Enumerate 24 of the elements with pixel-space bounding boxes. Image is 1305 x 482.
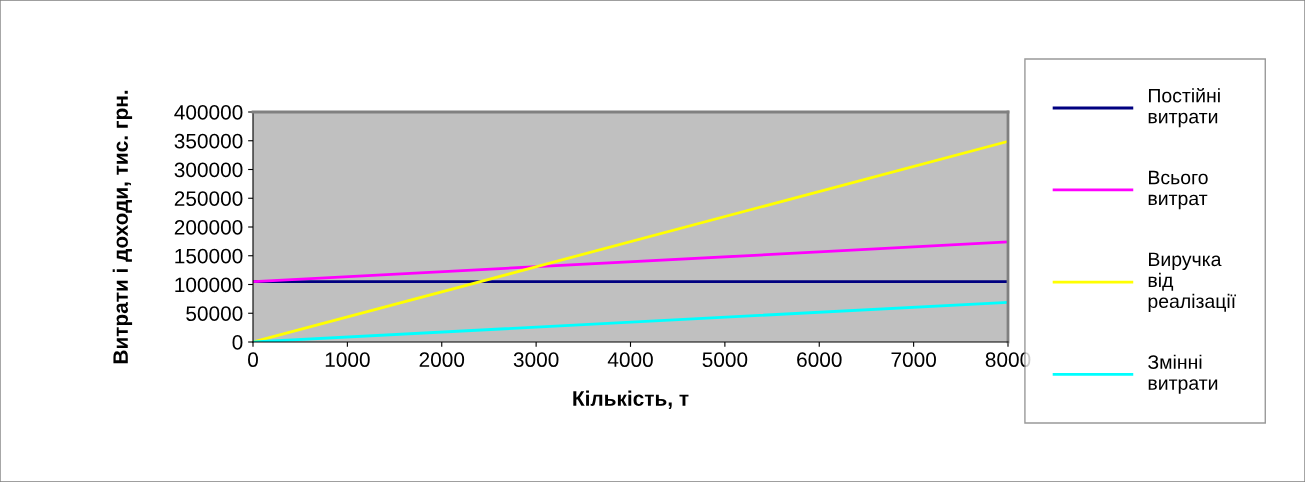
- y-tick-label: 0: [232, 335, 243, 350]
- y-axis-title: Витрати і доходи, тис. грн.: [112, 90, 133, 364]
- y-tick-label: 50000: [186, 306, 243, 321]
- x-tick-label: 5000: [702, 352, 748, 368]
- x-tick-label: 8000: [985, 352, 1031, 368]
- x-tick-label: 1000: [325, 352, 370, 368]
- legend-label: Змінні витрати: [1148, 354, 1218, 394]
- y-tick-label: 350000: [174, 133, 243, 149]
- y-tick-label: 200000: [174, 220, 243, 235]
- y-tick-label: 400000: [174, 105, 243, 120]
- x-tick-label: 0: [248, 352, 258, 368]
- x-tick-label: 2000: [419, 352, 465, 368]
- x-tick-label: 4000: [607, 352, 653, 368]
- y-tick-label: 300000: [174, 162, 243, 178]
- legend-label: Виручка від реалізації: [1148, 252, 1236, 312]
- y-tick-label: 250000: [174, 191, 243, 206]
- x-tick-label: 3000: [513, 352, 559, 368]
- y-tick-label: 150000: [175, 248, 243, 264]
- legend-label: Всього витрат: [1148, 170, 1208, 210]
- y-tick-label: 100000: [175, 277, 243, 293]
- legend-label: Постійні витрати: [1148, 87, 1220, 128]
- x-axis-title: Кількість, т: [573, 390, 689, 409]
- x-tick-label: 7000: [891, 352, 936, 368]
- x-tick-label: 6000: [797, 352, 842, 368]
